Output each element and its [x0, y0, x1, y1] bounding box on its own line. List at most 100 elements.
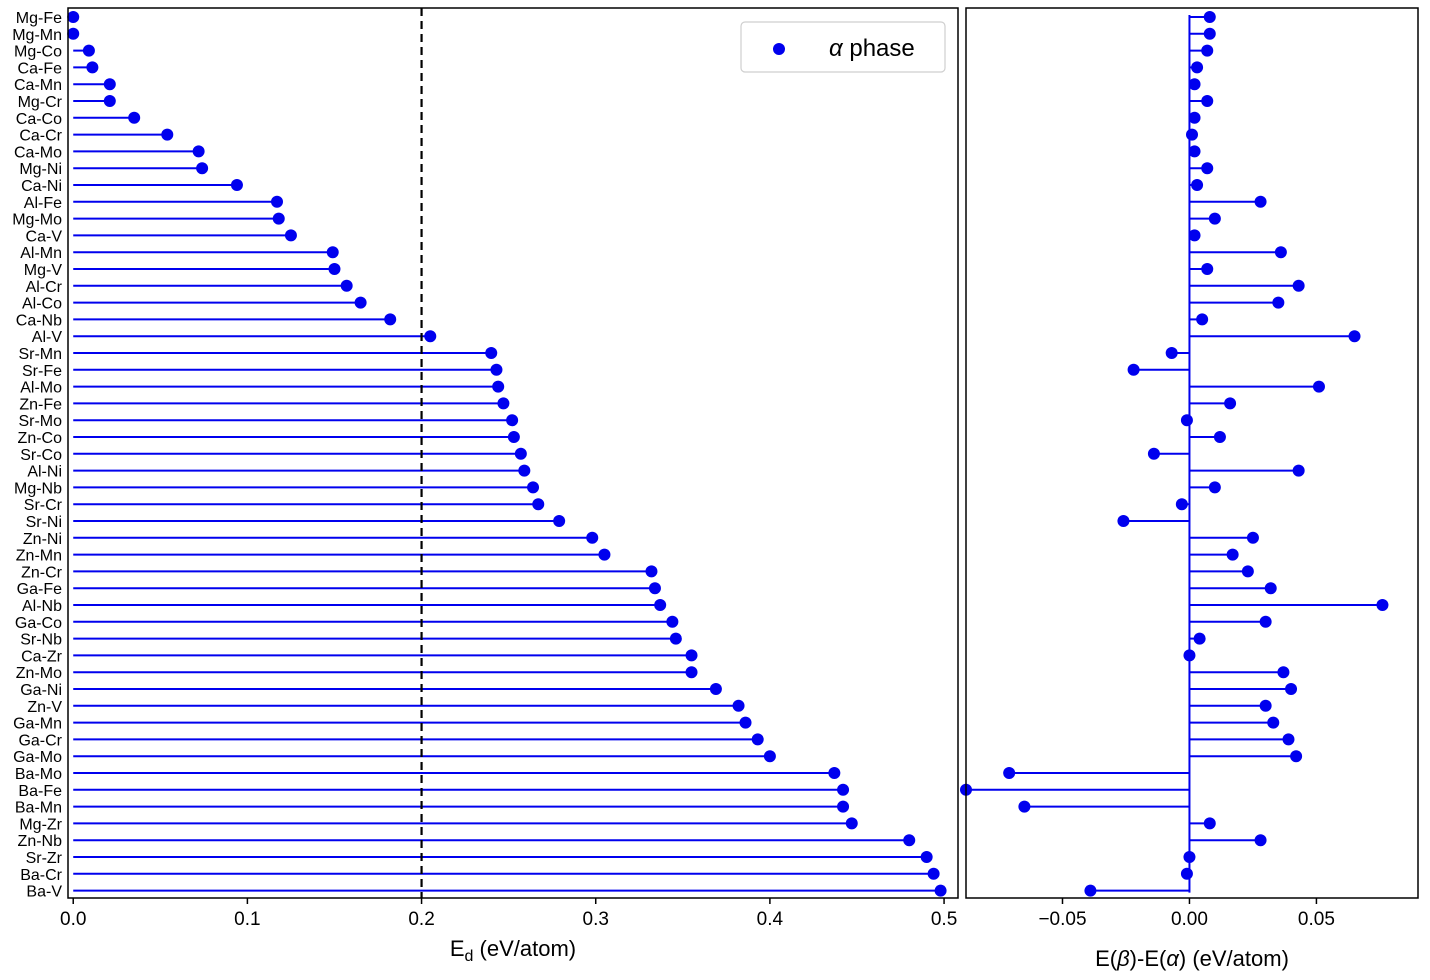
ed-point-al-co	[354, 296, 367, 309]
ed-point-ca-nb	[384, 313, 397, 326]
ed-point-ba-mo	[828, 767, 841, 779]
category-label-ba-mn: Ba-Mn	[15, 800, 62, 817]
category-label-ga-co: Ga-Co	[15, 615, 62, 632]
category-label-zn-v: Zn-V	[27, 699, 62, 716]
ed-point-mg-mo	[272, 212, 285, 225]
delta-point-zn-ni	[1246, 531, 1259, 544]
delta-point-zn-nb	[1254, 834, 1267, 847]
delta-point-zn-v	[1259, 699, 1272, 712]
category-label-ba-v: Ba-V	[26, 884, 62, 901]
delta-point-zn-co	[1213, 431, 1226, 443]
xlabel-part-5: ) (eV/atom)	[1179, 946, 1289, 971]
delta-point-mg-cr	[1201, 95, 1214, 107]
ed-point-mg-v	[328, 263, 341, 275]
energy-difference-stems	[966, 16, 1383, 892]
delta-point-al-v	[1348, 330, 1361, 343]
delta-point-ba-v	[1084, 884, 1097, 897]
ed-point-ga-mo	[763, 750, 776, 763]
ed-point-zn-nb	[903, 834, 916, 847]
delta-tick-label: 0.00	[1171, 909, 1208, 930]
delta-point-mg-mo	[1208, 212, 1221, 225]
ed-point-al-nb	[654, 599, 667, 611]
delta-point-mg-co	[1201, 44, 1214, 57]
category-label-ga-fe: Ga-Fe	[17, 581, 62, 598]
delta-point-sr-fe	[1127, 363, 1140, 376]
category-label-ba-mo: Ba-Mo	[15, 766, 62, 783]
category-label-sr-co: Sr-Co	[20, 447, 62, 464]
category-label-ca-ni: Ca-Ni	[21, 178, 62, 195]
category-label-ca-nb: Ca-Nb	[16, 312, 62, 329]
category-label-ca-fe: Ca-Fe	[18, 60, 63, 77]
category-label-sr-zr: Sr-Zr	[26, 850, 63, 867]
category-label-ga-cr: Ga-Cr	[18, 732, 62, 749]
category-label-al-ni: Al-Ni	[27, 464, 62, 481]
ed-point-mg-fe	[67, 11, 80, 23]
delta-point-ga-co	[1259, 615, 1272, 628]
delta-point-mg-mn	[1203, 27, 1216, 40]
delta-point-zn-cr	[1241, 565, 1254, 578]
category-label-ca-mo: Ca-Mo	[14, 144, 62, 161]
ed-point-sr-zr	[920, 851, 933, 863]
xlabel-beta-symbol: β	[1116, 946, 1130, 971]
category-label-zn-mn: Zn-Mn	[16, 548, 62, 565]
ed-point-sr-ni	[553, 515, 566, 527]
ed-point-ca-ni	[230, 179, 243, 191]
category-label-sr-ni: Sr-Ni	[26, 514, 62, 531]
ed-point-mg-zr	[845, 817, 858, 830]
delta-point-al-ni	[1292, 464, 1305, 477]
delta-point-ba-mn	[1018, 800, 1031, 813]
category-label-mg-v: Mg-V	[24, 262, 63, 279]
category-label-ga-mn: Ga-Mn	[13, 716, 62, 733]
category-label-ca-mn: Ca-Mn	[14, 77, 62, 94]
delta-point-sr-cr	[1175, 498, 1188, 511]
category-label-zn-cr: Zn-Cr	[21, 564, 63, 581]
legend-label-text: phase	[843, 35, 915, 62]
xlabel-part-3: )-E(	[1130, 946, 1167, 971]
ed-point-ca-co	[128, 111, 141, 124]
ed-point-ba-v	[934, 884, 947, 897]
category-label-al-mn: Al-Mn	[20, 245, 62, 262]
ed-point-ga-co	[666, 615, 679, 628]
ed-point-ba-cr	[927, 867, 940, 880]
ed-point-al-mn	[326, 246, 339, 259]
category-label-ca-co: Ca-Co	[16, 111, 62, 128]
delta-point-zn-fe	[1224, 397, 1237, 410]
delta-point-al-mn	[1274, 246, 1287, 259]
delta-point-al-fe	[1254, 195, 1267, 208]
delta-point-sr-mo	[1180, 414, 1193, 427]
ed-panel: Mg-FeMg-MnMg-CoCa-FeCa-MnMg-CrCa-CoCa-Cr…	[12, 7, 959, 965]
delta-point-ga-ni	[1285, 683, 1298, 695]
ed-tick-label: 0.1	[234, 909, 260, 930]
legend: α phase	[740, 21, 946, 73]
ed-tick-label: 0.4	[757, 909, 784, 930]
delta-point-ca-mn	[1188, 78, 1201, 91]
ed-point-ba-fe	[837, 783, 850, 796]
xlabel-alpha-symbol: α	[1166, 946, 1180, 971]
ed-point-zn-co	[507, 431, 520, 443]
delta-tick-label: −0.05	[1038, 909, 1086, 930]
delta-point-ga-mo	[1290, 750, 1303, 763]
ed-point-ga-cr	[751, 733, 764, 746]
ed-point-al-mo	[492, 380, 505, 393]
delta-point-ga-fe	[1264, 582, 1277, 595]
category-label-zn-co: Zn-Co	[18, 430, 63, 447]
ed-x-axis-label-subscript: d	[465, 948, 474, 965]
ed-tick-label: 0.3	[583, 909, 609, 930]
delta-point-zn-mo	[1277, 666, 1290, 679]
delta-point-ga-cr	[1282, 733, 1295, 746]
delta-point-mg-v	[1201, 263, 1214, 275]
category-label-sr-cr: Sr-Cr	[24, 497, 63, 514]
delta-point-sr-nb	[1193, 632, 1206, 645]
delta-point-ca-zr	[1183, 649, 1196, 662]
category-label-ca-zr: Ca-Zr	[21, 648, 63, 665]
ed-point-mg-co	[82, 44, 95, 57]
delta-point-zn-mn	[1226, 548, 1239, 561]
category-label-mg-zr: Mg-Zr	[19, 816, 62, 833]
ed-point-sr-nb	[669, 632, 682, 645]
delta-tick-label: 0.05	[1298, 909, 1335, 930]
ed-point-al-fe	[271, 195, 284, 208]
delta-point-al-mo	[1312, 380, 1325, 393]
legend-alpha-symbol: α	[829, 35, 844, 62]
energy-difference-x-ticks: −0.05 0.00 0.05	[1038, 898, 1335, 930]
